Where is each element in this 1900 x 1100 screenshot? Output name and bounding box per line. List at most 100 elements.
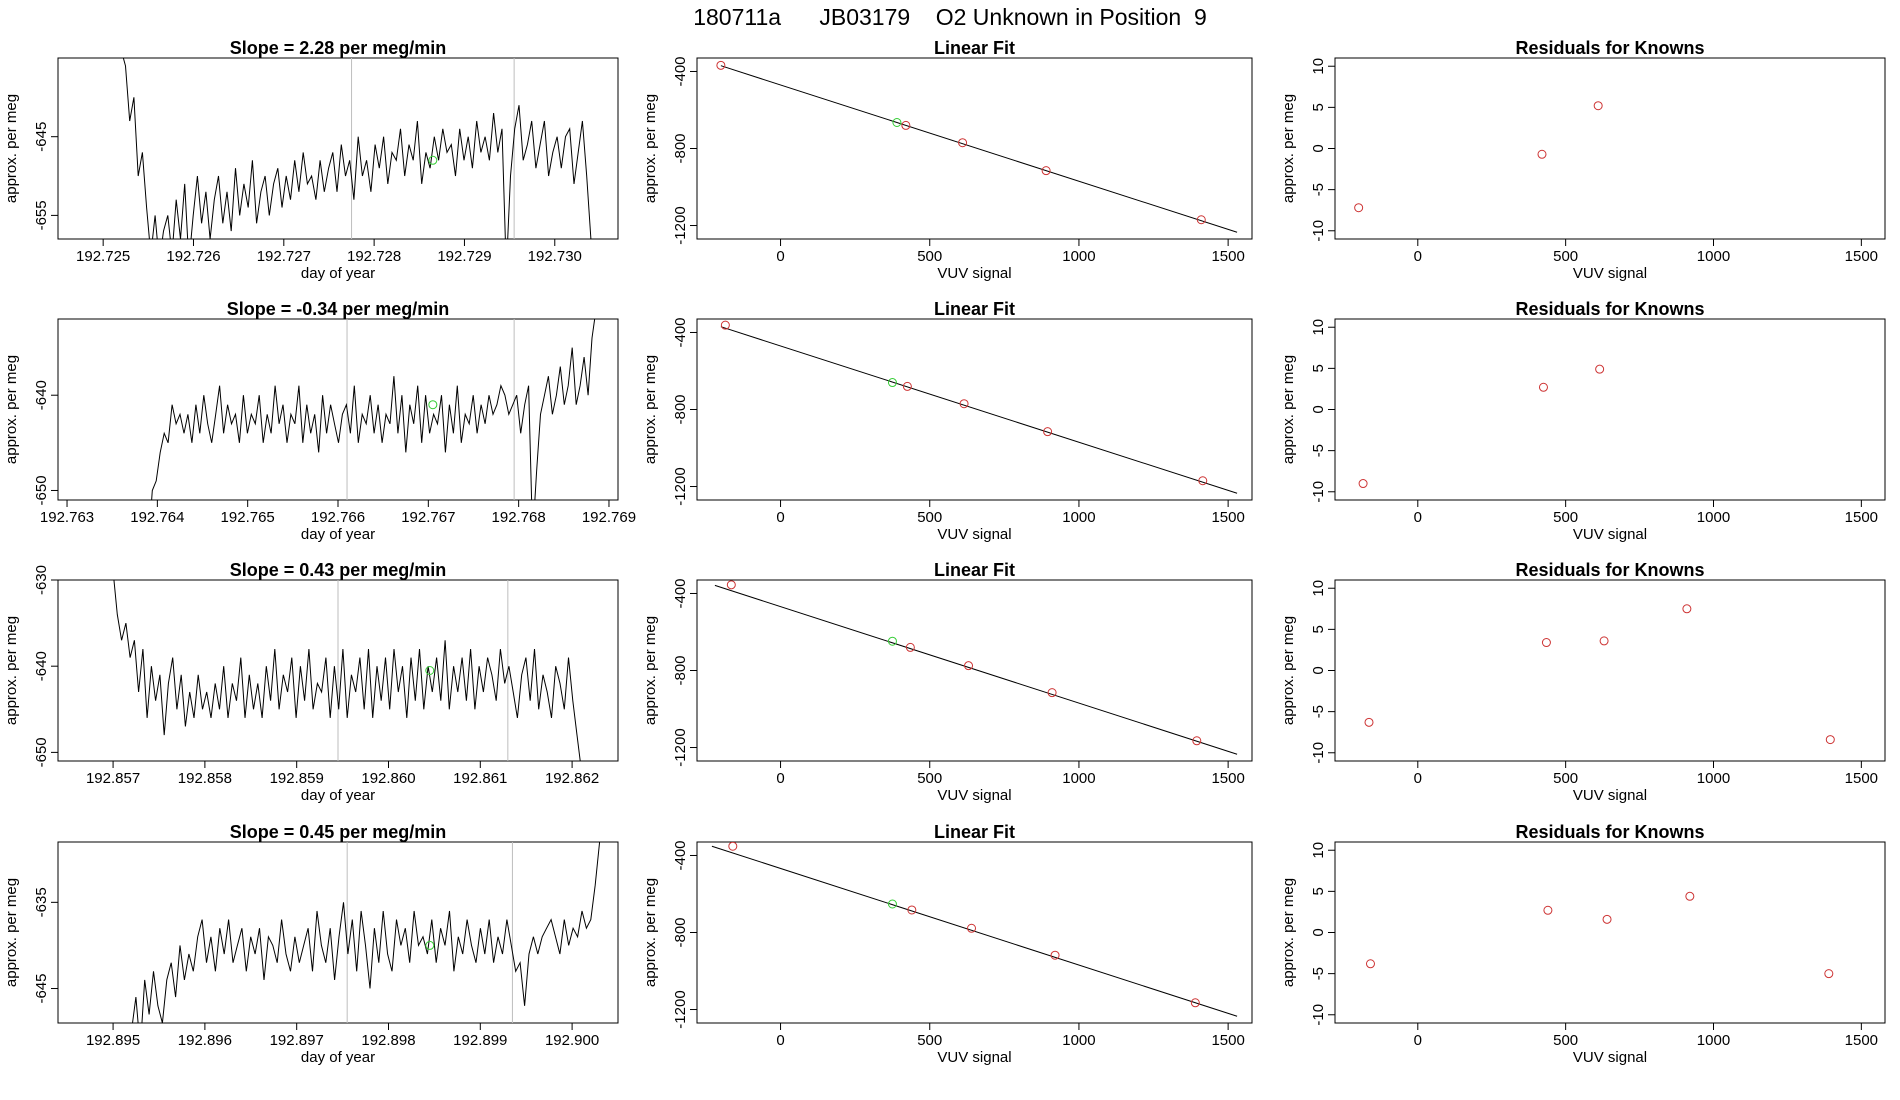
known-point	[1192, 736, 1202, 746]
y-tick-label: -5	[1310, 705, 1327, 718]
plot-frame	[1334, 57, 1886, 240]
x-tick-label: 192.857	[86, 770, 140, 787]
panel-title: Linear Fit	[934, 299, 1015, 319]
series-line	[113, 580, 581, 761]
known-point	[1196, 215, 1206, 225]
x-tick-label: 1000	[1697, 770, 1730, 787]
x-tick-label: 0	[1414, 770, 1422, 787]
x-tick-label: 500	[1553, 509, 1578, 526]
plot-area	[1365, 891, 1834, 979]
known-point	[720, 320, 730, 330]
x-tick-label: 0	[776, 1032, 784, 1049]
y-tick-label: 10	[1310, 58, 1327, 75]
x-axis-label: VUV signal	[937, 265, 1011, 282]
y-tick-label: -10	[1310, 481, 1327, 503]
y-tick-label: -645	[33, 122, 50, 152]
plot-area	[720, 320, 1238, 494]
y-tick-label: -645	[33, 974, 50, 1004]
x-tick-label: 192.900	[545, 1032, 599, 1049]
residual-point	[1364, 717, 1374, 727]
y-tick-label: -400	[672, 840, 689, 870]
y-axis-label: approx. per meg	[642, 94, 659, 203]
y-tick-label: -650	[33, 475, 50, 505]
y-axis-label: approx. per meg	[642, 355, 659, 464]
residual-point	[1541, 638, 1551, 648]
x-tick-label: 0	[776, 509, 784, 526]
y-tick-label: -1200	[672, 206, 689, 244]
series-line	[122, 58, 592, 239]
panel-title: Residuals for Knowns	[1515, 822, 1704, 842]
known-point	[901, 120, 911, 130]
unknown-point	[428, 155, 438, 165]
y-tick-label: -400	[672, 317, 689, 347]
known-point	[1190, 998, 1200, 1008]
x-tick-label: 192.861	[453, 770, 507, 787]
fit-line	[714, 584, 1238, 755]
residual-point	[1354, 203, 1364, 213]
y-tick-label: -800	[672, 917, 689, 947]
x-tick-label: 0	[1414, 1032, 1422, 1049]
y-tick-label: 10	[1310, 580, 1327, 597]
plot-area	[113, 580, 581, 761]
y-tick-label: -5	[1310, 967, 1327, 980]
known-point	[964, 661, 974, 671]
residual-point	[1824, 969, 1834, 979]
x-tick-label: 192.899	[453, 1032, 507, 1049]
plot-frame	[1334, 579, 1886, 762]
residual-point	[1537, 149, 1547, 159]
y-tick-label: -1200	[672, 467, 689, 505]
x-axis-label: day of year	[301, 265, 375, 282]
unknown-point	[887, 899, 897, 909]
known-point	[726, 580, 736, 590]
series-line	[151, 319, 596, 500]
x-tick-label: 500	[1553, 1032, 1578, 1049]
y-tick-label: -10	[1310, 220, 1327, 242]
x-tick-label: 1500	[1211, 1032, 1244, 1049]
x-tick-label: 192.727	[257, 248, 311, 265]
x-tick-label: 1500	[1845, 1032, 1878, 1049]
y-tick-label: -630	[33, 565, 50, 595]
y-axis-label: approx. per meg	[1280, 355, 1297, 464]
fit-line	[720, 65, 1238, 233]
y-axis-label: approx. per meg	[3, 94, 20, 203]
plot-area	[122, 58, 592, 239]
x-tick-label: 1000	[1062, 770, 1095, 787]
timeseries-panel-3: Slope = 0.43 per meg/min 192.857 192.858 19…	[3, 560, 619, 804]
x-tick-label: 192.895	[86, 1032, 140, 1049]
x-tick-label: 192.768	[492, 509, 546, 526]
y-axis-label: approx. per meg	[642, 616, 659, 725]
y-tick-label: 10	[1310, 319, 1327, 336]
x-tick-label: 0	[776, 248, 784, 265]
known-point	[728, 842, 738, 851]
plot-frame	[1334, 841, 1886, 1024]
x-tick-label: 1000	[1697, 509, 1730, 526]
y-axis-label: approx. per meg	[3, 355, 20, 464]
y-tick-label: -650	[33, 737, 50, 767]
residual-point	[1825, 735, 1835, 745]
x-axis-label: VUV signal	[1573, 787, 1647, 804]
panel-title: Linear Fit	[934, 822, 1015, 842]
known-point	[959, 399, 969, 409]
x-tick-label: 1000	[1062, 1032, 1095, 1049]
known-point	[1050, 950, 1060, 960]
residuals-panel-2: Residuals for Knowns 0 500 1000 1500 VUV sign…	[1280, 299, 1886, 543]
y-tick-label: -10	[1310, 742, 1327, 764]
plot-area	[711, 842, 1238, 1017]
x-tick-label: 500	[917, 509, 942, 526]
timeseries-panel-4: Slope = 0.45 per meg/min 192.895 192.896 19…	[3, 822, 619, 1066]
x-tick-label: 1500	[1845, 509, 1878, 526]
y-axis-label: approx. per meg	[1280, 94, 1297, 203]
x-tick-label: 192.858	[178, 770, 232, 787]
y-axis-label: approx. per meg	[642, 878, 659, 987]
x-axis-label: VUV signal	[1573, 1049, 1647, 1066]
residual-point	[1358, 479, 1368, 489]
x-axis-label: VUV signal	[1573, 265, 1647, 282]
known-point	[902, 381, 912, 391]
plot-area	[132, 842, 601, 1023]
timeseries-panel-1: Slope = 2.28 per meg/min 192.725 192.726 19…	[3, 38, 619, 282]
residual-point	[1543, 905, 1553, 915]
y-tick-label: 5	[1310, 103, 1327, 111]
x-tick-label: 192.766	[311, 509, 365, 526]
known-point	[1043, 427, 1053, 437]
